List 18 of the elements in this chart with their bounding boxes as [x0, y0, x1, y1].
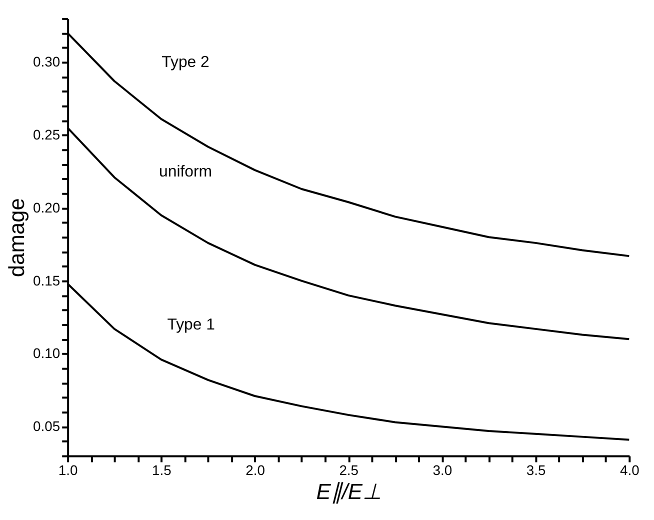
x-axis-title: E∥/E⊥ — [316, 479, 382, 504]
annotation: Type 2 — [162, 54, 210, 72]
y-axis-title: damage — [4, 198, 30, 278]
annotation: uniform — [159, 163, 212, 180]
y-tick-label: 0.25 — [33, 126, 60, 143]
x-tick-label: 3.0 — [432, 462, 452, 478]
x-tick-label: 1.5 — [152, 462, 172, 478]
y-tick-label: 0.30 — [33, 54, 60, 70]
x-tick-label: 1.0 — [58, 462, 78, 478]
y-tick-label: 0.20 — [33, 199, 60, 216]
y-tick-label: 0.15 — [33, 272, 60, 288]
x-tick-label: 4.0 — [620, 462, 640, 478]
x-tick-label: 2.0 — [246, 462, 266, 478]
annotation: Type 1 — [167, 316, 216, 334]
x-tick-label: 3.5 — [526, 462, 546, 478]
y-tick-label: 0.10 — [33, 345, 60, 362]
y-tick-label: 0.05 — [33, 418, 60, 434]
x-tick-label: 2.5 — [339, 462, 359, 478]
